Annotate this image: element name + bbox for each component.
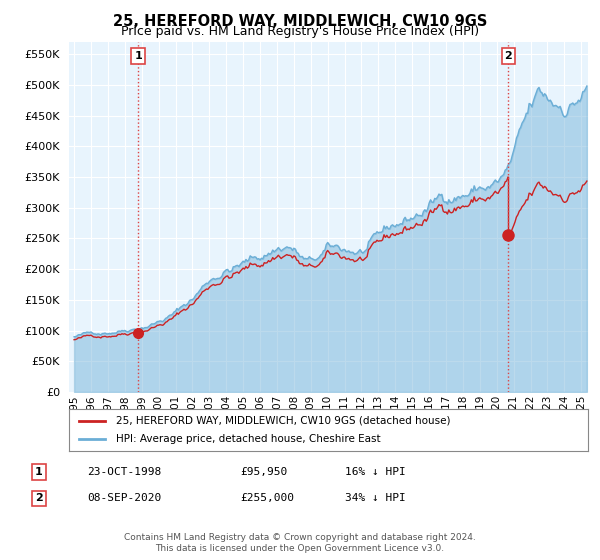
Text: 23-OCT-1998: 23-OCT-1998 [87,467,161,477]
Text: 25, HEREFORD WAY, MIDDLEWICH, CW10 9GS (detached house): 25, HEREFORD WAY, MIDDLEWICH, CW10 9GS (… [116,416,450,426]
Text: 2: 2 [35,493,43,503]
Text: Contains HM Land Registry data © Crown copyright and database right 2024.
This d: Contains HM Land Registry data © Crown c… [124,533,476,553]
Text: Price paid vs. HM Land Registry's House Price Index (HPI): Price paid vs. HM Land Registry's House … [121,25,479,38]
Text: 25, HEREFORD WAY, MIDDLEWICH, CW10 9GS: 25, HEREFORD WAY, MIDDLEWICH, CW10 9GS [113,14,487,29]
Text: £95,950: £95,950 [240,467,287,477]
Text: 08-SEP-2020: 08-SEP-2020 [87,493,161,503]
Text: 2: 2 [505,51,512,61]
Text: 34% ↓ HPI: 34% ↓ HPI [345,493,406,503]
Text: 1: 1 [134,51,142,61]
Text: £255,000: £255,000 [240,493,294,503]
Text: HPI: Average price, detached house, Cheshire East: HPI: Average price, detached house, Ches… [116,434,380,444]
Text: 1: 1 [35,467,43,477]
Text: 16% ↓ HPI: 16% ↓ HPI [345,467,406,477]
